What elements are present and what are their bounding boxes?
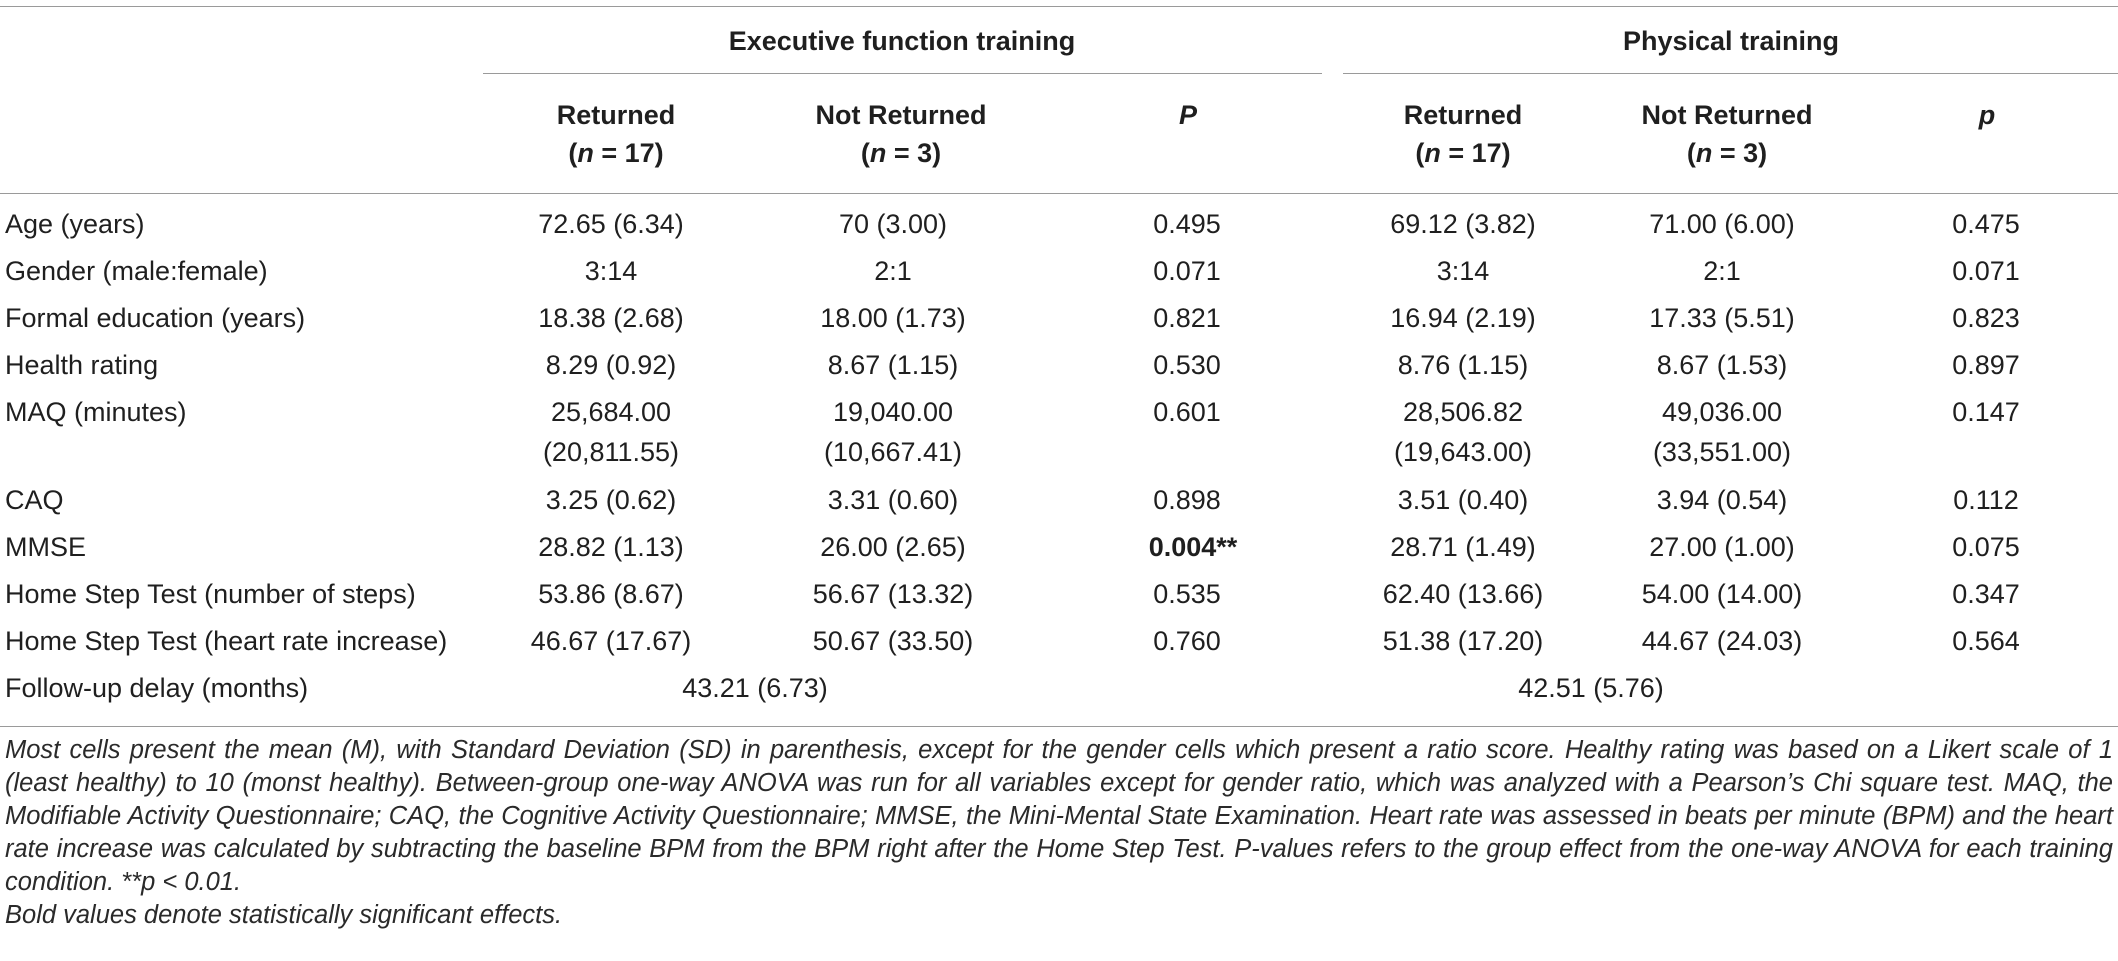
cell-exec-followup: 43.21 (6.73) [682, 673, 828, 703]
col-header-exec-returned-n: (n = 17) [568, 138, 664, 168]
cell-phys-p: 0.897 [1952, 350, 2020, 380]
cell-phys-not-returned: 27.00 (1.00) [1649, 532, 1795, 562]
cell-exec-not-returned: 2:1 [874, 256, 912, 286]
cell-phys-returned-sd: (19,643.00) [1393, 437, 1533, 467]
cell-phys-p: 0.823 [1952, 303, 2020, 333]
cell-phys-p: 0.147 [1952, 397, 2020, 427]
cell-exec-returned: 28.82 (1.13) [538, 532, 684, 562]
cell-exec-returned: 3.25 (0.62) [545, 485, 677, 515]
row-label: Health rating [5, 350, 159, 380]
col-header-exec-not-returned-n: (n = 3) [860, 138, 942, 168]
cell-exec-not-returned: 50.67 (33.50) [812, 626, 974, 656]
cell-phys-not-returned: 49,036.00 [1661, 397, 1783, 427]
cell-exec-returned: 18.38 (2.68) [538, 303, 684, 333]
cell-exec-returned: 53.86 (8.67) [538, 579, 684, 609]
cell-phys-returned: 28.71 (1.49) [1390, 532, 1536, 562]
row-label: CAQ [5, 485, 64, 515]
col-header-exec-returned: Returned [556, 100, 676, 130]
cell-phys-returned: 69.12 (3.82) [1390, 209, 1536, 239]
cell-phys-p: 0.112 [1953, 485, 2019, 515]
col-header-phys-p: p [1978, 100, 1996, 130]
cell-phys-not-returned: 17.33 (5.51) [1649, 303, 1795, 333]
col-header-phys-not-returned-n: (n = 3) [1686, 138, 1768, 168]
row-label: MAQ (minutes) [5, 397, 187, 427]
group-header-phys: Physical training [1622, 26, 1840, 56]
row-label: Age (years) [5, 209, 145, 239]
cell-exec-p: 0.821 [1153, 303, 1221, 333]
cell-exec-not-returned: 26.00 (2.65) [820, 532, 966, 562]
cell-phys-returned: 51.38 (17.20) [1382, 626, 1544, 656]
col-header-exec-not-returned: Not Returned [815, 100, 987, 130]
col-header-phys-not-returned: Not Returned [1641, 100, 1813, 130]
group-header-exec: Executive function training [728, 26, 1076, 56]
cell-exec-not-returned: 19,040.00 [832, 397, 954, 427]
cell-exec-p: 0.898 [1153, 485, 1221, 515]
cell-phys-p: 0.075 [1952, 532, 2020, 562]
cell-exec-not-returned: 8.67 (1.15) [827, 350, 959, 380]
row-label: Home Step Test (number of steps) [5, 579, 416, 609]
cell-exec-p: 0.071 [1153, 256, 1221, 286]
cell-phys-not-returned: 2:1 [1703, 256, 1741, 286]
cell-phys-p: 0.564 [1952, 626, 2020, 656]
cell-phys-p: 0.347 [1952, 579, 2020, 609]
cell-exec-returned: 72.65 (6.34) [538, 209, 684, 239]
cell-exec-returned: 3:14 [584, 256, 638, 286]
top-rule [0, 6, 2118, 7]
cell-phys-not-returned: 8.67 (1.53) [1656, 350, 1788, 380]
cell-phys-not-returned: 3.94 (0.54) [1656, 485, 1788, 515]
phys-group-rule [1343, 73, 2118, 74]
cell-phys-returned: 8.76 (1.15) [1397, 350, 1529, 380]
cell-phys-not-returned: 71.00 (6.00) [1649, 209, 1795, 239]
row-label: Home Step Test (heart rate increase) [5, 626, 448, 656]
cell-exec-returned: 25,684.00 [550, 397, 672, 427]
cell-exec-p-significant: 0.004** [1148, 532, 1238, 562]
table-footnote: Most cells present the mean (M), with St… [5, 734, 2113, 932]
row-label: Follow-up delay (months) [5, 673, 309, 703]
cell-exec-p: 0.535 [1153, 579, 1221, 609]
cell-exec-p: 0.530 [1153, 350, 1221, 380]
cell-phys-followup: 42.51 (5.76) [1518, 673, 1664, 703]
cell-exec-not-returned-sd: (10,667.41) [823, 437, 963, 467]
cell-phys-returned: 16.94 (2.19) [1390, 303, 1536, 333]
cell-exec-returned: 8.29 (0.92) [545, 350, 677, 380]
row-label: Formal education (years) [5, 303, 306, 333]
cell-phys-returned: 28,506.82 [1402, 397, 1524, 427]
cell-phys-p: 0.475 [1952, 209, 2020, 239]
col-header-exec-p: P [1178, 100, 1198, 130]
cell-exec-not-returned: 18.00 (1.73) [820, 303, 966, 333]
cell-exec-returned-sd: (20,811.55) [542, 437, 680, 467]
cell-exec-returned: 46.67 (17.67) [530, 626, 692, 656]
cell-exec-not-returned: 70 (3.00) [838, 209, 948, 239]
cell-phys-returned: 62.40 (13.66) [1382, 579, 1544, 609]
footnote-body: Most cells present the mean (M), with St… [5, 736, 2113, 896]
cell-phys-not-returned-sd: (33,551.00) [1652, 437, 1792, 467]
footnote-bold-note: Bold values denote statistically signifi… [5, 901, 563, 929]
cell-phys-returned: 3.51 (0.40) [1397, 485, 1529, 515]
cell-phys-not-returned: 44.67 (24.03) [1641, 626, 1803, 656]
row-label: Gender (male:female) [5, 256, 268, 286]
cell-exec-p: 0.495 [1153, 209, 1221, 239]
cell-phys-returned: 3:14 [1436, 256, 1490, 286]
col-header-phys-returned-n: (n = 17) [1415, 138, 1511, 168]
row-label: MMSE [5, 532, 86, 562]
cell-exec-p: 0.601 [1153, 397, 1221, 427]
cell-exec-not-returned: 56.67 (13.32) [812, 579, 974, 609]
bottom-rule [0, 726, 2118, 727]
cell-exec-p: 0.760 [1153, 626, 1221, 656]
cell-exec-not-returned: 3.31 (0.60) [827, 485, 959, 515]
header-rule [0, 193, 2118, 194]
cell-phys-not-returned: 54.00 (14.00) [1641, 579, 1803, 609]
exec-group-rule [483, 73, 1322, 74]
col-header-phys-returned: Returned [1403, 100, 1523, 130]
cell-phys-p: 0.071 [1952, 256, 2020, 286]
